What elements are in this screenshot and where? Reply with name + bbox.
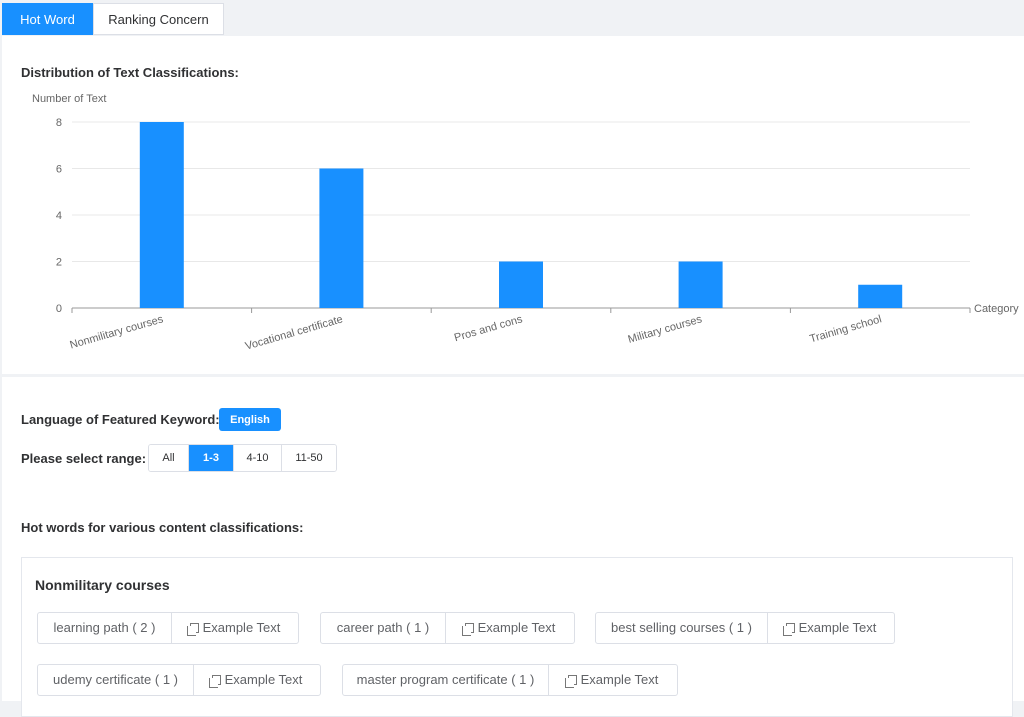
hotword-tag: master program certificate ( 1 ) Example… (342, 664, 678, 696)
range-option-1-3[interactable]: 1-3 (189, 445, 234, 471)
hotword-label[interactable]: best selling courses ( 1 ) (596, 613, 768, 643)
hotword-tag: career path ( 1 ) Example Text (320, 612, 575, 644)
example-text-label: Example Text (477, 620, 556, 635)
hotword-panel: Language of Featured Keyword: English Pl… (2, 377, 1024, 717)
hotword-tag: best selling courses ( 1 ) Example Text (595, 612, 895, 644)
hotword-label[interactable]: udemy certificate ( 1 ) (38, 665, 194, 695)
copy-icon (782, 623, 795, 636)
range-option-11-50[interactable]: 11-50 (282, 445, 336, 471)
bar (858, 284, 903, 308)
y-tick-label: 6 (56, 164, 62, 176)
range-label: Please select range: (21, 451, 147, 466)
hotword-label[interactable]: learning path ( 2 ) (38, 613, 172, 643)
distribution-panel: Distribution of Text Classifications: Nu… (2, 36, 1024, 374)
tab-hot-word[interactable]: Hot Word (2, 3, 93, 35)
example-text-label: Example Text (798, 620, 877, 635)
example-text-button[interactable]: Example Text (768, 613, 894, 643)
tab-bar: Hot Word Ranking Concern (0, 0, 224, 36)
bar (499, 261, 543, 308)
hotwords-box: Nonmilitary courses learning path ( 2 ) … (21, 557, 1013, 717)
example-text-button[interactable]: Example Text (172, 613, 298, 643)
x-tick-label: Vocational certificate (244, 313, 344, 352)
example-text-button[interactable]: Example Text (549, 665, 677, 695)
hotword-label[interactable]: career path ( 1 ) (321, 613, 446, 643)
distribution-chart: Number of Text 0 2 4 6 8 Nonmilitary courses Vo… (32, 93, 1019, 353)
hotword-tag: udemy certificate ( 1 ) Example Text (37, 664, 321, 696)
example-text-label: Example Text (580, 672, 659, 687)
x-tick-label: Pros and cons (453, 313, 524, 344)
x-tick-label: Nonmilitary courses (68, 313, 165, 351)
copy-icon (564, 675, 577, 688)
y-tick-label: 0 (56, 303, 62, 315)
y-tick-label: 4 (56, 210, 62, 222)
distribution-title: Distribution of Text Classifications: (21, 65, 239, 80)
hotwords-category: Nonmilitary courses (35, 577, 170, 593)
bar (139, 122, 184, 308)
y-tick-label: 2 (56, 257, 62, 269)
tab-ranking-concern[interactable]: Ranking Concern (93, 3, 224, 35)
x-axis-label: Category (974, 303, 1019, 315)
range-selector: All 1-3 4-10 11-50 (148, 444, 337, 472)
example-text-label: Example Text (224, 672, 303, 687)
y-axis-label: Number of Text (32, 93, 106, 105)
language-label: Language of Featured Keyword: (21, 412, 220, 427)
range-option-4-10[interactable]: 4-10 (234, 445, 282, 471)
bar (678, 261, 723, 308)
example-text-button[interactable]: Example Text (194, 665, 320, 695)
copy-icon (186, 623, 199, 636)
x-tick-label: Training school (808, 313, 883, 345)
bar (319, 168, 364, 308)
copy-icon (208, 675, 221, 688)
range-option-all[interactable]: All (149, 445, 189, 471)
y-tick-label: 8 (56, 117, 62, 129)
language-english-button[interactable]: English (219, 408, 281, 431)
hotwords-title: Hot words for various content classifica… (21, 520, 304, 535)
example-text-label: Example Text (202, 620, 281, 635)
copy-icon (461, 623, 474, 636)
x-tick-label: Military courses (627, 313, 704, 346)
hotword-label[interactable]: master program certificate ( 1 ) (343, 665, 549, 695)
hotword-tag: learning path ( 2 ) Example Text (37, 612, 299, 644)
example-text-button[interactable]: Example Text (446, 613, 574, 643)
